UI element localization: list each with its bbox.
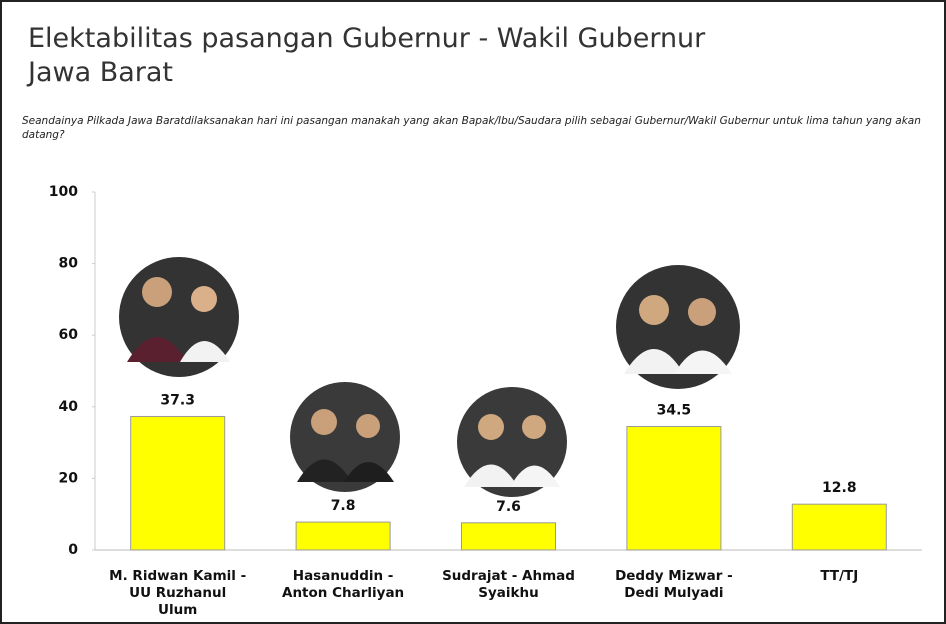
body	[510, 465, 560, 487]
x-tick-label: Sudrajat - Ahmad Syaikhu	[442, 568, 575, 601]
face	[356, 414, 380, 438]
face	[522, 415, 546, 439]
x-tick-label: M. Ridwan Kamil - UU Ruzhanul Ulum	[109, 568, 247, 618]
bar	[295, 521, 391, 551]
face	[639, 295, 669, 325]
x-tick-label: Deddy Mizwar - Dedi Mulyadi	[615, 568, 733, 601]
x-tick-label: TT/TJ	[820, 568, 859, 584]
bar	[791, 503, 887, 551]
photo-2	[290, 382, 400, 492]
photos	[119, 257, 740, 497]
chart-title: Elektabilitas pasangan Gubernur - Wakil …	[28, 23, 706, 88]
face	[142, 277, 172, 307]
y-tick-label: 100	[49, 184, 78, 200]
face	[311, 409, 337, 435]
value-label: 12.8	[822, 480, 857, 496]
chart-subtitle: Seandainya Pilkada Jawa Baratdilaksanaka…	[22, 115, 921, 141]
face	[191, 286, 217, 312]
body	[464, 464, 518, 487]
face	[688, 298, 716, 326]
photo-3	[457, 387, 567, 497]
value-label: 7.8	[331, 498, 356, 514]
bar	[130, 415, 226, 551]
photo-1	[119, 257, 239, 377]
photo-4	[616, 265, 740, 389]
x-tick-label: Hasanuddin - Anton Charliyan	[282, 568, 405, 601]
y-tick-label: 20	[59, 470, 79, 486]
bar	[461, 522, 556, 551]
body	[674, 350, 732, 374]
value-label: 34.5	[657, 402, 692, 418]
y-tick-label: 40	[59, 399, 79, 415]
y-tick-label: 80	[59, 256, 79, 272]
value-label: 37.3	[160, 392, 195, 408]
value-label: 7.6	[496, 499, 521, 515]
body	[624, 349, 684, 374]
body	[127, 337, 187, 362]
body	[180, 341, 230, 362]
face	[478, 414, 504, 440]
y-tick-label: 0	[68, 542, 78, 558]
y-tick-label: 60	[59, 327, 79, 343]
bar	[626, 425, 722, 551]
body	[344, 462, 394, 482]
body	[297, 459, 352, 482]
